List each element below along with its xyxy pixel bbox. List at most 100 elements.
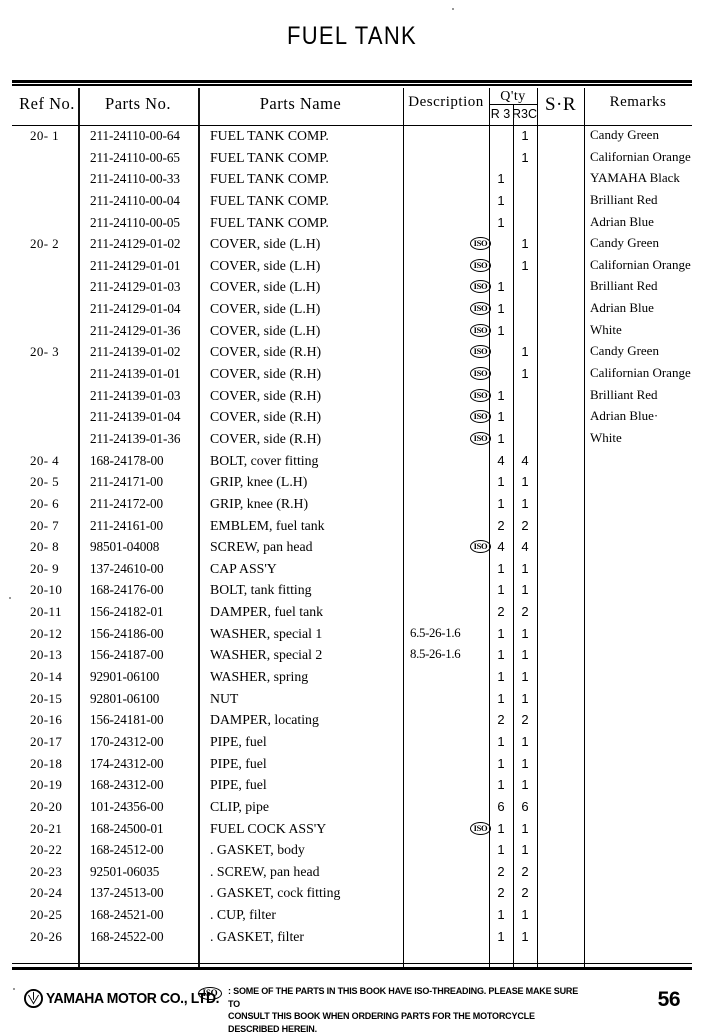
cell-rmk — [590, 601, 692, 604]
cell-pno: 211-24139-01-04 — [90, 409, 181, 425]
cell-desc — [410, 709, 492, 731]
cell-sr — [537, 320, 587, 342]
cell-pno: 137-24610-00 — [90, 560, 164, 576]
cell-pno: 211-24129-01-03 — [90, 279, 181, 295]
cell-r3: 2 — [497, 885, 505, 901]
iso-mark-icon: ISO — [470, 821, 491, 835]
cell-pno: 168-24521-00 — [90, 907, 164, 923]
cell-ref — [30, 168, 92, 190]
cell-sr — [537, 644, 587, 666]
cell-r3c: 1 — [521, 149, 529, 165]
cell-sr — [537, 493, 587, 515]
cell-pname: COVER, side (L.H) — [210, 257, 321, 273]
cell-rmk — [590, 882, 692, 885]
cell-pname: GRIP, knee (R.H) — [210, 495, 309, 511]
cell-pno: 211-24129-01-02 — [90, 236, 181, 252]
cell-ref: 20- 5 — [30, 474, 60, 490]
cell-desc: 8.5-26-1.6 — [410, 644, 492, 666]
iso-mark-icon: ISO — [470, 431, 491, 445]
iso-mark-icon: ISO — [470, 345, 491, 359]
iso-badge-icon: ISO — [198, 987, 222, 1000]
table-row: 20- 6 211-24172-00 GRIP, knee (R.H) 1 1 — [12, 493, 692, 515]
cell-pname: COVER, side (R.H) — [210, 430, 322, 446]
cell-rmk — [590, 623, 692, 626]
cell-r3c — [513, 276, 537, 298]
cell-sr — [537, 471, 587, 493]
cell-pno: 211-24110-00-65 — [90, 149, 180, 165]
cell-sr — [537, 882, 587, 904]
cell-r3: 1 — [497, 733, 505, 749]
cell-pname: COVER, side (R.H) — [210, 387, 322, 403]
cell-sr — [537, 579, 587, 601]
table-row: 20- 1 211-24110-00-64 FUEL TANK COMP. 1 Cand… — [12, 125, 692, 147]
cell-ref — [30, 428, 92, 450]
table-row: 211-24110-00-65 FUEL TANK COMP. 1 Californi… — [12, 147, 692, 169]
cell-r3: 1 — [497, 495, 505, 511]
cell-desc — [410, 147, 492, 169]
cell-r3: 1 — [497, 387, 505, 403]
cell-ref — [30, 190, 92, 212]
cell-pno: 168-24178-00 — [90, 452, 164, 468]
cell-pname: SCREW, pan head — [210, 539, 313, 555]
cell-r3: 1 — [497, 647, 505, 663]
cell-pname: . SCREW, pan head — [210, 863, 320, 879]
cell-pname: PIPE, fuel — [210, 755, 267, 771]
cell-r3 — [489, 147, 513, 169]
table-row: 20-19 168-24312-00 PIPE, fuel 1 1 — [12, 774, 692, 796]
cell-desc — [410, 190, 492, 212]
cell-rmk — [590, 644, 692, 647]
cell-pname: FUEL TANK COMP. — [210, 149, 329, 165]
cell-sr — [537, 796, 587, 818]
cell-rmk: Brilliant Red — [590, 191, 658, 207]
table-row: 211-24139-01-01 COVER, side (R.H) ISO 1 Cali… — [12, 363, 692, 385]
cell-desc: ISO — [410, 320, 492, 342]
cell-rmk — [590, 450, 692, 453]
table-row: 211-24110-00-04 FUEL TANK COMP. 1 Brilliant… — [12, 190, 692, 212]
cell-r3c: 2 — [521, 885, 529, 901]
cell-pno: 211-24161-00 — [90, 517, 164, 533]
cell-sr — [537, 190, 587, 212]
cell-r3c: 1 — [521, 820, 529, 836]
header-qty: Q'ty — [500, 89, 526, 104]
cell-desc: ISO — [410, 276, 492, 298]
cell-rmk — [590, 818, 692, 821]
cell-sr — [537, 428, 587, 450]
cell-desc — [410, 471, 492, 493]
cell-r3: 1 — [497, 777, 505, 793]
column-divider-sr — [584, 88, 585, 968]
cell-pno: 211-24171-00 — [90, 474, 164, 490]
cell-pname: DAMPER, locating — [210, 712, 319, 728]
cell-r3c — [513, 190, 537, 212]
cell-r3c — [513, 428, 537, 450]
cell-r3c — [513, 298, 537, 320]
cell-pno: 211-24110-00-33 — [90, 171, 180, 187]
cell-desc — [410, 515, 492, 537]
cell-r3: 1 — [497, 560, 505, 576]
table-row: 20-10 168-24176-00 BOLT, tank fitting 1 1 — [12, 579, 692, 601]
table-row: 20-25 168-24521-00 . CUP, filter 1 1 — [12, 904, 692, 926]
table-top-rule — [12, 80, 692, 86]
cell-rmk: Californian Orange — [590, 365, 691, 381]
table-row: 20-12 156-24186-00 WASHER, special 1 6.5-26… — [12, 623, 692, 645]
cell-rmk: Adrian Blue — [590, 300, 654, 316]
table-row: 20-24 137-24513-00 . GASKET, cock fitting 2… — [12, 882, 692, 904]
cell-rmk — [590, 579, 692, 582]
cell-pname: . CUP, filter — [210, 907, 276, 923]
cell-pname: PIPE, fuel — [210, 777, 267, 793]
cell-r3: 2 — [497, 712, 505, 728]
iso-mark-icon: ISO — [470, 410, 491, 424]
cell-r3: 2 — [497, 517, 505, 533]
cell-rmk — [590, 471, 692, 474]
cell-pno: 211-24110-00-04 — [90, 192, 180, 208]
table-row: 20-11 156-24182-01 DAMPER, fuel tank 2 2 — [12, 601, 692, 623]
cell-pname: GRIP, knee (L.H) — [210, 474, 308, 490]
header-qty-r3c: R3C — [511, 107, 537, 121]
cell-desc: ISO — [410, 385, 492, 407]
cell-pno: 137-24513-00 — [90, 885, 164, 901]
cell-rmk — [590, 731, 692, 734]
cell-sr — [537, 904, 587, 926]
cell-rmk: Adrian Blue — [590, 213, 654, 229]
table-row: 211-24110-00-05 FUEL TANK COMP. 1 Adrian Bl… — [12, 212, 692, 234]
cell-pname: COVER, side (R.H) — [210, 409, 322, 425]
cell-rmk — [590, 515, 692, 518]
